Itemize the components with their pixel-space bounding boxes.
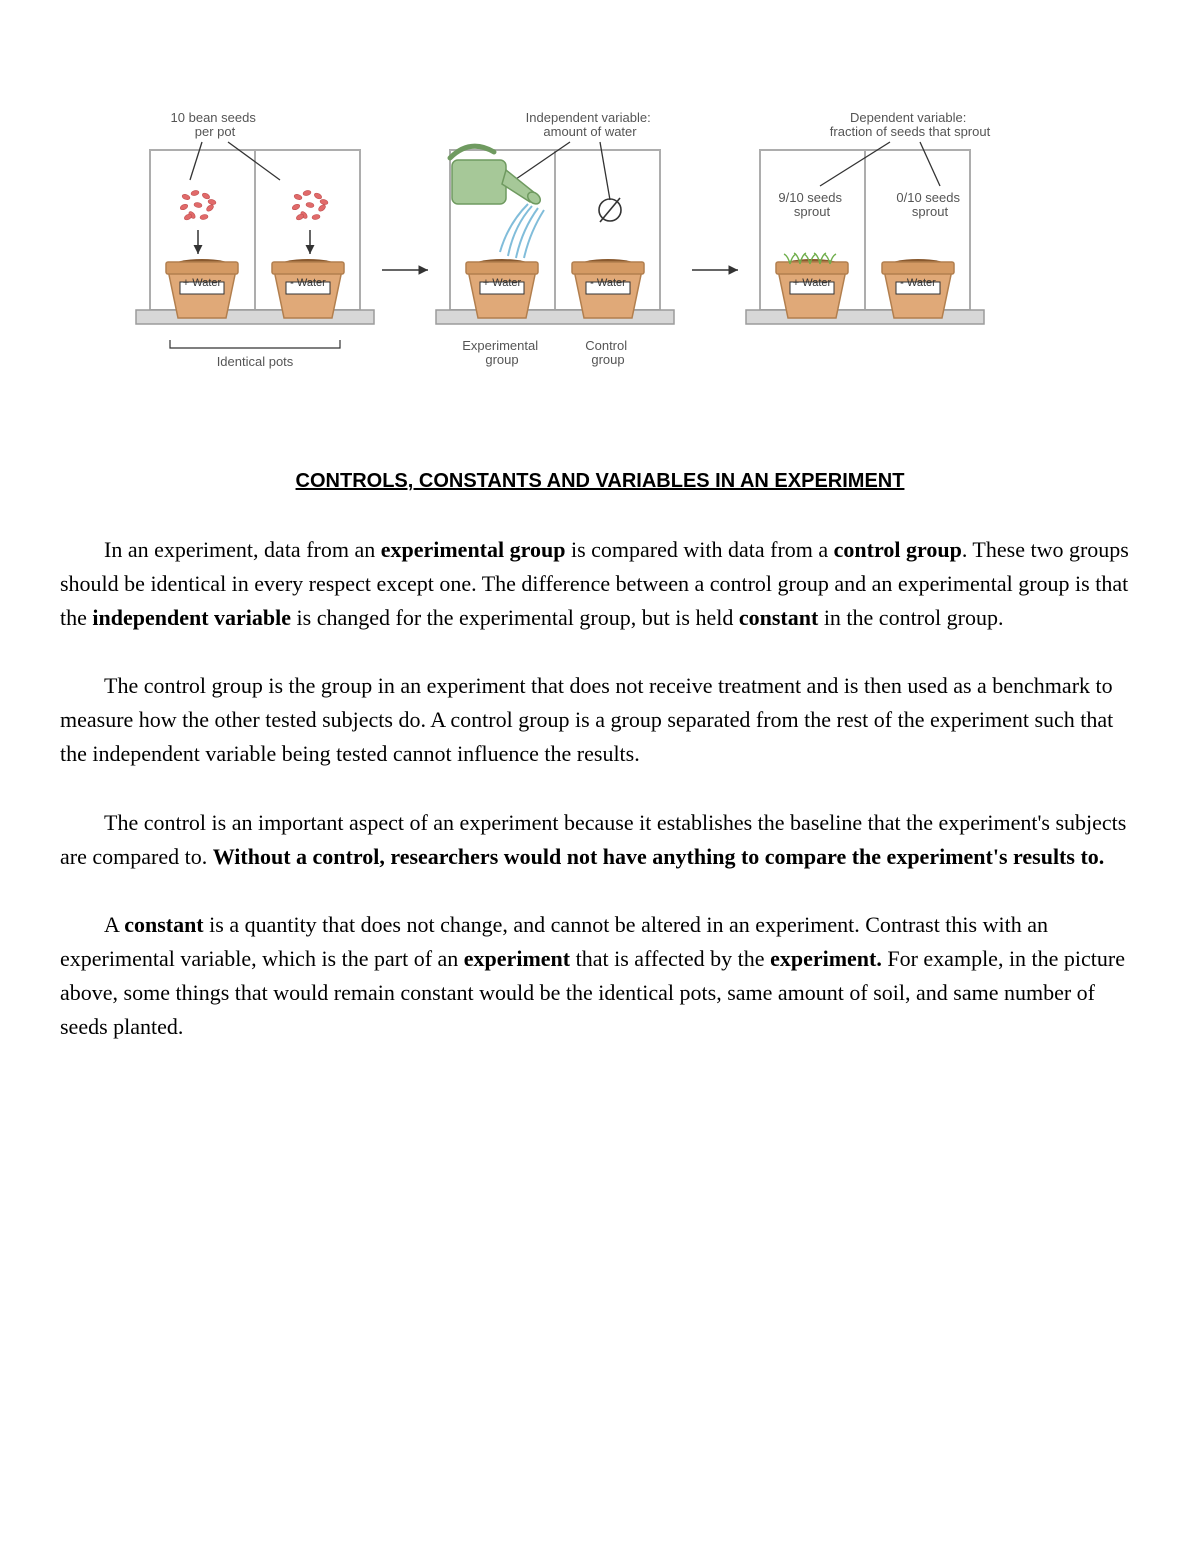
body-text: In an experiment, data from an experimen… [60, 533, 1140, 1044]
label-experimental-group: Experimental group [462, 338, 542, 367]
pot-tag: - Water [590, 277, 626, 289]
label-independent: Independent variable: amount of water [526, 110, 655, 139]
pot-tag: - Water [290, 277, 326, 289]
paragraph-3: The control is an important aspect of an… [60, 806, 1140, 874]
label-seeds: 10 bean seeds per pot [171, 110, 260, 139]
label-control-group: Control group [585, 338, 631, 367]
experiment-diagram: 10 bean seeds per pot + Water - Water [60, 100, 1140, 430]
paragraph-2: The control group is the group in an exp… [60, 669, 1140, 771]
label-dependent: Dependent variable: fraction of seeds th… [830, 110, 991, 139]
panel-2: Independent variable: amount of water [436, 110, 674, 367]
panel-1: 10 bean seeds per pot + Water - Water [136, 110, 374, 369]
paragraph-1: In an experiment, data from an experimen… [60, 533, 1140, 635]
pot-tag: - Water [900, 277, 936, 289]
label-identical-pots: Identical pots [217, 354, 294, 369]
page-title: CONTROLS, CONSTANTS AND VARIABLES IN AN … [60, 470, 1140, 493]
paragraph-4: A constant is a quantity that does not c… [60, 908, 1140, 1044]
diagram-svg: 10 bean seeds per pot + Water - Water [120, 100, 1080, 430]
pot-tag: + Water [793, 277, 832, 289]
pot-tag: + Water [483, 277, 522, 289]
pot-tag: + Water [183, 277, 222, 289]
panel-3: Dependent variable: fraction of seeds th… [746, 110, 991, 324]
